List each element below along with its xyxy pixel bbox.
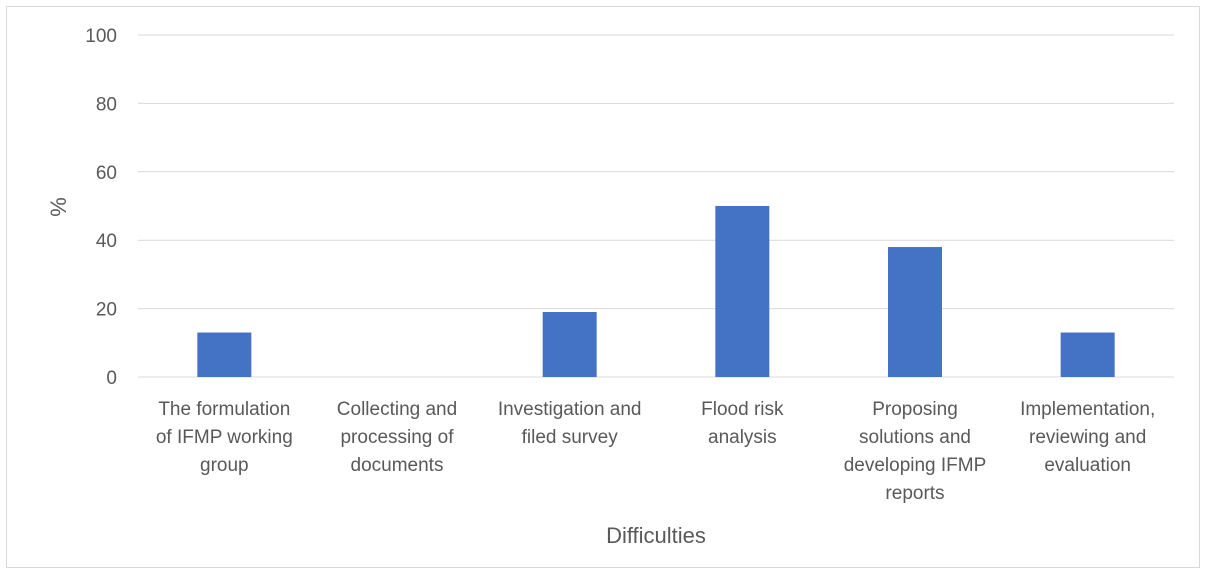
y-tick-label: 40 [96, 231, 117, 252]
bar [1060, 332, 1115, 377]
x-category-label-line: reports [885, 483, 944, 504]
x-category-label: The formulation of IFMP working group [156, 399, 293, 476]
bar [542, 312, 597, 377]
y-tick-label: 80 [96, 94, 117, 115]
bar [197, 332, 252, 377]
x-category-label: Implementation, reviewing and evaluation [1020, 399, 1155, 476]
x-category-label-line: The formulation [158, 399, 290, 420]
y-tick-label: 0 [106, 368, 117, 389]
bar [715, 206, 770, 377]
x-category-label-line: developing IFMP [844, 455, 987, 476]
bar [888, 247, 942, 377]
x-category-label-line: filed survey [522, 427, 619, 448]
x-axis-title: Difficulties [606, 523, 706, 548]
x-category-label-line: Investigation and [498, 399, 642, 420]
y-tick-label: 60 [96, 163, 117, 184]
x-category-label-line: documents [351, 455, 444, 476]
x-category-label-line: processing of [340, 427, 454, 448]
x-category-label-line: solutions and [859, 427, 971, 448]
x-category-label-line: of IFMP working [156, 427, 293, 448]
y-axis-title: % [46, 197, 71, 217]
x-category-label: Proposing solutions and developing IFMP rep… [844, 399, 987, 504]
gridlines [138, 34, 1174, 378]
x-category-label-line: analysis [708, 427, 777, 448]
x-category-label-line: group [200, 455, 249, 476]
x-category-label-line: reviewing and [1029, 427, 1146, 448]
x-category-label-line: Proposing [872, 399, 958, 420]
chart-frame [6, 6, 1200, 568]
x-category-label: Flood risk analysis [701, 399, 784, 448]
y-tick-labels: 0 20 40 60 80 100 [85, 26, 117, 389]
x-category-labels: The formulation of IFMP working group Colle… [156, 399, 1155, 504]
x-category-label: Investigation and filed survey [498, 399, 642, 448]
y-tick-label: 20 [96, 300, 117, 321]
x-category-label-line: evaluation [1044, 455, 1131, 476]
x-category-label-line: Implementation, [1020, 399, 1155, 420]
y-tick-label: 100 [85, 26, 117, 47]
x-category-label-line: Collecting and [337, 399, 457, 420]
bars [197, 206, 1115, 377]
x-category-label: Collecting and processing of documents [337, 399, 457, 476]
x-category-label-line: Flood risk [701, 399, 784, 420]
